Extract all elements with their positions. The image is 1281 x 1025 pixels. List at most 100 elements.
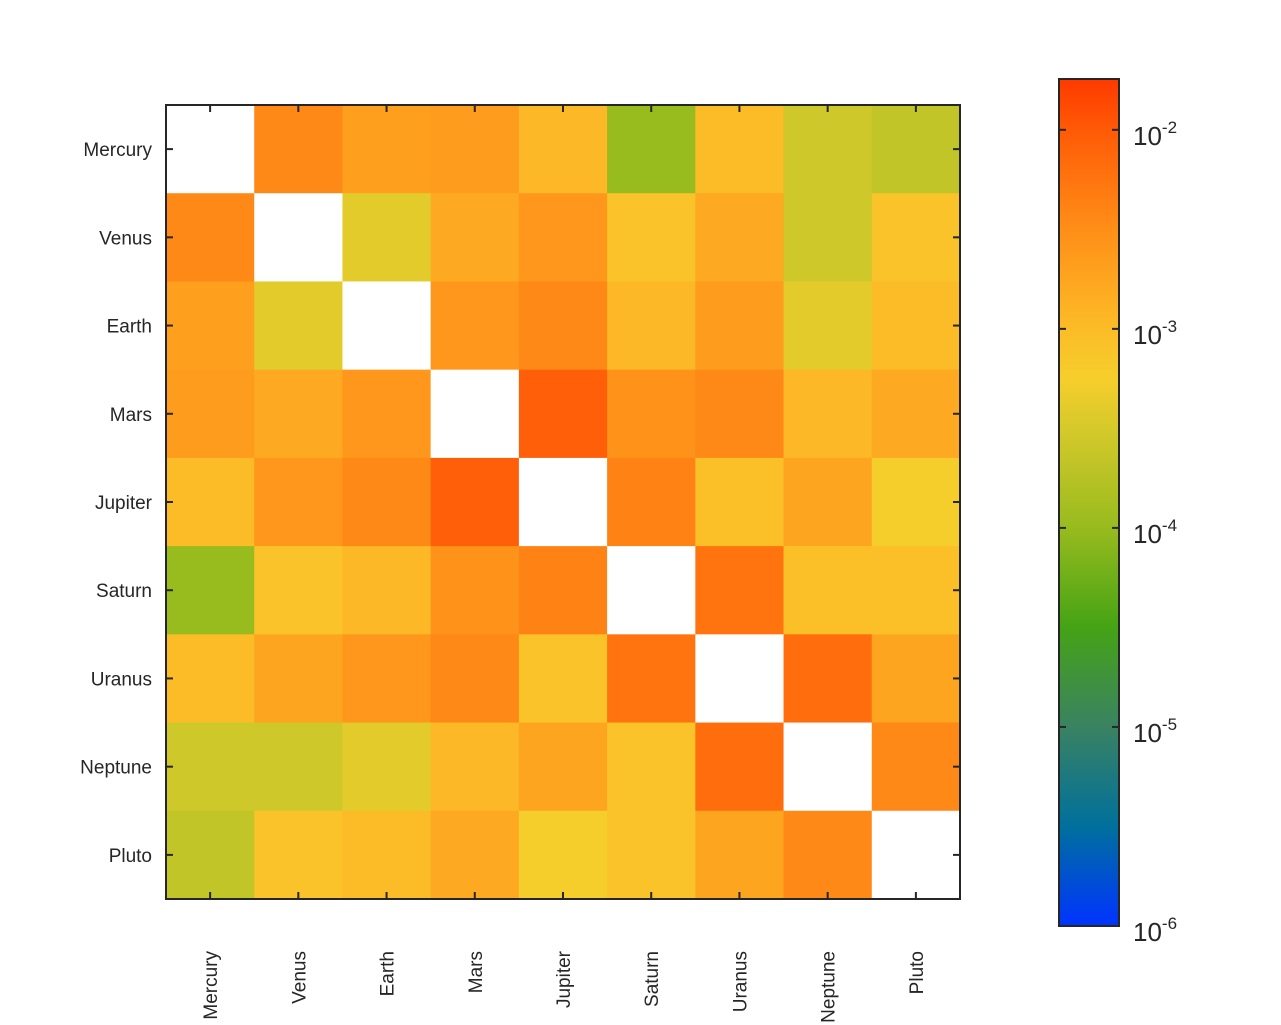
- heatmap-cell: [695, 457, 785, 547]
- y-tick-label: Jupiter: [95, 493, 153, 514]
- heatmap-cell: [430, 369, 520, 459]
- heatmap-cell: [342, 810, 432, 900]
- heatmap-cell: [871, 193, 961, 283]
- heatmap-cell: [166, 722, 255, 812]
- heatmap-cell: [254, 105, 344, 194]
- heatmap-cell: [783, 457, 873, 547]
- heatmap-cell: [254, 634, 344, 724]
- heatmap-cell: [607, 810, 696, 900]
- heatmap-cell: [342, 634, 432, 724]
- heatmap-cell: [254, 457, 344, 547]
- heatmap-cell: [871, 546, 961, 635]
- x-tick-labels: Mercury Venus Earth Mars Jupiter Saturn Uranus…: [201, 950, 928, 1023]
- heatmap-cell: [518, 105, 608, 194]
- heatmap-cell: [342, 281, 432, 371]
- heatmap-cell: [430, 281, 520, 371]
- heatmap-cell: [607, 105, 696, 194]
- heatmap-cell: [783, 281, 873, 371]
- heatmap-cell: [783, 546, 873, 635]
- y-tick-label: Uranus: [91, 669, 152, 690]
- heatmap-cell: [607, 457, 696, 547]
- x-tick-label: Venus: [289, 951, 310, 1004]
- colorbar-tick-exponent: -6: [1162, 914, 1177, 933]
- heatmap-cell: [166, 546, 255, 635]
- heatmap-cell: [342, 369, 432, 459]
- colorbar-tick-base: 10: [1133, 519, 1162, 549]
- heatmap-cell: [695, 810, 785, 900]
- heatmap-cell: [871, 810, 961, 900]
- y-tick-label: Saturn: [96, 581, 152, 602]
- heatmap-cell: [166, 193, 255, 283]
- colorbar-tick-base: 10: [1133, 718, 1162, 748]
- heatmap-cell: [871, 457, 961, 547]
- y-tick-label: Neptune: [80, 758, 152, 779]
- heatmap-cell: [166, 634, 255, 724]
- heatmap-cell: [607, 369, 696, 459]
- heatmap-cell: [342, 105, 432, 194]
- heatmap-cell: [342, 722, 432, 812]
- heatmap-cell: [695, 369, 785, 459]
- colorbar-gradient: [1058, 78, 1120, 927]
- y-tick-label: Pluto: [109, 846, 152, 867]
- x-tick-label: Mars: [466, 951, 487, 993]
- heatmap-cell: [430, 722, 520, 812]
- colorbar-tick-label: 10-6: [1133, 914, 1177, 947]
- heatmap-cell: [430, 105, 520, 194]
- colorbar-tick-exponent: -3: [1162, 317, 1177, 336]
- heatmap-cell: [607, 193, 696, 283]
- x-tick-label: Saturn: [642, 951, 663, 1007]
- y-tick-label: Mercury: [83, 140, 152, 161]
- colorbar-tick-exponent: -2: [1162, 118, 1177, 137]
- x-tick-label: Mercury: [201, 951, 222, 1020]
- heatmap-cell: [783, 810, 873, 900]
- heatmap-cell: [783, 193, 873, 283]
- colorbar-tick-exponent: -4: [1162, 516, 1177, 535]
- colorbar: 10-610-510-410-310-2: [1058, 78, 1177, 947]
- heatmap-cell: [518, 810, 608, 900]
- heatmap-cell: [871, 369, 961, 459]
- heatmap-cell: [342, 457, 432, 547]
- heatmap-cell: [518, 281, 608, 371]
- y-tick-label: Mars: [110, 405, 152, 426]
- x-tick-label: Jupiter: [554, 950, 575, 1008]
- heatmap-cell: [166, 457, 255, 547]
- heatmap-cell: [166, 105, 255, 194]
- heatmap-axes: [165, 104, 961, 900]
- heatmap-cell: [430, 457, 520, 547]
- colorbar-tick-base: 10: [1133, 320, 1162, 350]
- heatmap-cell: [430, 810, 520, 900]
- heatmap-cell: [518, 369, 608, 459]
- heatmap-cell: [518, 546, 608, 635]
- heatmap-cell: [783, 105, 873, 194]
- heatmap-cell: [254, 281, 344, 371]
- colorbar-tick-base: 10: [1133, 917, 1162, 947]
- heatmap-cell: [254, 546, 344, 635]
- y-tick-label: Earth: [107, 317, 152, 338]
- heatmap-cell: [166, 369, 255, 459]
- heatmap-cell: [254, 810, 344, 900]
- heatmap-cell: [607, 281, 696, 371]
- x-tick-label: Neptune: [819, 951, 840, 1023]
- heatmap-cell: [518, 457, 608, 547]
- heatmap-cell: [518, 634, 608, 724]
- heatmap-cell: [871, 281, 961, 371]
- colorbar-tick-base: 10: [1133, 121, 1162, 151]
- heatmap-cell: [695, 193, 785, 283]
- heatmap-cell: [695, 281, 785, 371]
- x-tick-label: Uranus: [730, 951, 751, 1012]
- heatmap-cell: [695, 722, 785, 812]
- heatmap-cell: [607, 634, 696, 724]
- heatmap-cell: [871, 634, 961, 724]
- heatmap-cells: [166, 105, 961, 900]
- heatmap-cell: [695, 546, 785, 635]
- x-tick-label: Earth: [378, 951, 399, 996]
- colorbar-tick-label: 10-4: [1133, 516, 1177, 549]
- heatmap-cell: [607, 546, 696, 635]
- heatmap-cell: [607, 722, 696, 812]
- heatmap-cell: [871, 105, 961, 194]
- heatmap-cell: [695, 105, 785, 194]
- colorbar-tick-label: 10-5: [1133, 715, 1177, 748]
- colorbar-tick-label: 10-3: [1133, 317, 1177, 350]
- heatmap-cell: [783, 722, 873, 812]
